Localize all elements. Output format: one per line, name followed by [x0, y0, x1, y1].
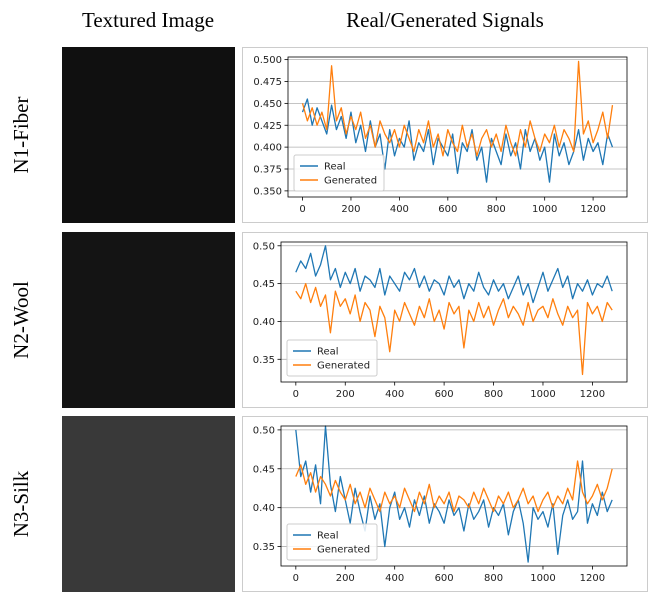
y-tick-label: 0.450 — [253, 99, 282, 110]
y-tick-label: 0.350 — [253, 186, 282, 197]
signal-line — [295, 460, 613, 513]
axes-frame — [287, 56, 628, 198]
x-tick-label: 400 — [385, 573, 404, 584]
signal-line — [295, 245, 613, 304]
x-tick-label: 0 — [293, 573, 299, 584]
x-tick-label: 800 — [484, 573, 503, 584]
chart-panel — [242, 416, 648, 592]
x-tick-label: 600 — [435, 389, 454, 400]
x-tick-label: 400 — [385, 389, 404, 400]
x-tick-label: 1000 — [530, 573, 555, 584]
y-tick-label: 0.45 — [253, 464, 275, 475]
column-header: Real/Generated Signals — [346, 8, 544, 32]
y-tick-label: 0.40 — [253, 317, 275, 328]
legend-label: Generated — [317, 361, 370, 372]
chart-panel — [242, 232, 648, 408]
x-tick-label: 600 — [435, 573, 454, 584]
legend-label: Real — [317, 347, 339, 358]
x-tick-label: 200 — [341, 204, 360, 215]
legend-label: Real — [317, 531, 339, 542]
axes-frame — [280, 425, 628, 567]
x-tick-label: 1000 — [530, 389, 555, 400]
y-tick-label: 0.400 — [253, 143, 282, 154]
y-tick-label: 0.50 — [253, 241, 275, 252]
texture-image — [62, 47, 235, 223]
y-tick-label: 0.45 — [253, 279, 275, 290]
row-label: N2-Wool — [9, 281, 33, 359]
y-tick-label: 0.40 — [253, 503, 275, 514]
row-label: N3-Silk — [9, 470, 33, 537]
y-tick-label: 0.475 — [253, 77, 282, 88]
legend-label: Generated — [324, 176, 377, 187]
texture-image — [62, 416, 235, 592]
x-tick-label: 800 — [484, 389, 503, 400]
x-tick-label: 1200 — [580, 389, 605, 400]
x-tick-label: 1200 — [580, 573, 605, 584]
axes-frame — [280, 241, 628, 383]
signal-line — [301, 98, 614, 183]
x-tick-label: 0 — [299, 204, 305, 215]
signal-line — [295, 425, 613, 563]
y-tick-label: 0.375 — [253, 165, 282, 176]
y-tick-label: 0.500 — [253, 55, 282, 66]
signal-line — [301, 60, 614, 157]
x-tick-label: 400 — [390, 204, 409, 215]
legend-box — [286, 339, 378, 377]
legend-box — [293, 154, 385, 192]
chart-panel — [242, 47, 648, 223]
legend-label: Generated — [317, 545, 370, 556]
legend-label: Real — [324, 162, 346, 173]
x-tick-label: 1000 — [532, 204, 557, 215]
x-tick-label: 0 — [293, 389, 299, 400]
x-tick-label: 800 — [487, 204, 506, 215]
x-tick-label: 1200 — [580, 204, 605, 215]
y-tick-label: 0.35 — [253, 542, 275, 553]
x-tick-label: 200 — [336, 573, 355, 584]
row-label: N1-Fiber — [9, 97, 33, 174]
y-tick-label: 0.35 — [253, 355, 275, 366]
signal-line — [295, 282, 613, 376]
texture-image — [62, 232, 235, 408]
y-tick-label: 0.425 — [253, 121, 282, 132]
x-tick-label: 200 — [336, 389, 355, 400]
x-tick-label: 600 — [438, 204, 457, 215]
y-tick-label: 0.50 — [253, 425, 275, 436]
column-header: Textured Image — [82, 8, 214, 32]
legend-box — [286, 523, 378, 561]
